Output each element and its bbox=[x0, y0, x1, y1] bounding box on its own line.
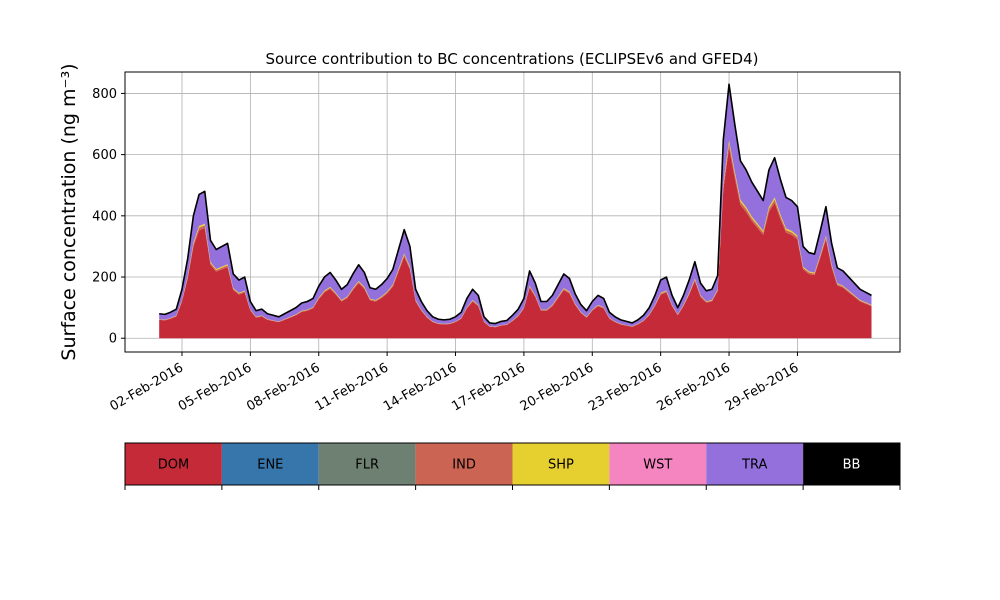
colorbar-label-wst: WST bbox=[643, 458, 672, 473]
colorbar-swatch-wst bbox=[609, 443, 707, 485]
x-tick-label: 29-Feb-2016 bbox=[723, 360, 802, 414]
y-tick-label: 600 bbox=[92, 148, 117, 163]
colorbar-label-bb: BB bbox=[843, 458, 861, 473]
x-tick-label: 23-Feb-2016 bbox=[586, 360, 665, 414]
y-axis: 0 200 400 600 800 bbox=[92, 87, 125, 347]
x-tick-label: 17-Feb-2016 bbox=[449, 360, 528, 414]
category-colorbar: DOM ENE FLR IND SHP WST TRA BB bbox=[124, 442, 901, 490]
y-tick-label: 200 bbox=[92, 271, 117, 286]
colorbar-swatch-bb bbox=[803, 443, 900, 485]
y-tick-label: 400 bbox=[92, 209, 117, 224]
colorbar-swatch-dom bbox=[125, 443, 222, 485]
x-axis: 02-Feb-201605-Feb-201608-Feb-201611-Feb-… bbox=[107, 352, 801, 414]
colorbar-swatch-shp bbox=[512, 443, 610, 485]
x-tick-label: 26-Feb-2016 bbox=[655, 360, 734, 414]
total-line bbox=[159, 83, 872, 325]
x-tick-label: 08-Feb-2016 bbox=[244, 360, 323, 414]
x-tick-label: 02-Feb-2016 bbox=[107, 360, 186, 414]
colorbar-swatch-ind bbox=[415, 443, 513, 485]
plot-frame bbox=[124, 71, 901, 353]
x-tick-label: 05-Feb-2016 bbox=[176, 360, 255, 414]
colorbar-swatch-ene bbox=[221, 443, 319, 485]
colorbar-label-flr: FLR bbox=[355, 458, 379, 473]
y-tick-label: 0 bbox=[109, 332, 117, 347]
colorbar-label-ene: ENE bbox=[257, 458, 283, 473]
x-tick-label: 20-Feb-2016 bbox=[518, 360, 597, 414]
area-dom bbox=[159, 147, 872, 339]
colorbar-label-shp: SHP bbox=[548, 458, 574, 473]
y-tick-label: 800 bbox=[92, 87, 117, 102]
stacked-areas bbox=[159, 84, 872, 339]
total-line-layer bbox=[159, 83, 872, 325]
colorbar-swatch-flr bbox=[318, 443, 416, 485]
x-tick-label: 11-Feb-2016 bbox=[313, 360, 392, 414]
colorbar-label-tra: TRA bbox=[741, 458, 767, 473]
colorbar-swatch-tra bbox=[706, 443, 804, 485]
colorbar-label-ind: IND bbox=[452, 458, 476, 473]
x-tick-label: 14-Feb-2016 bbox=[381, 360, 460, 414]
colorbar-label-dom: DOM bbox=[158, 458, 189, 473]
y-axis-label: Surface concentration (ng m⁻³) bbox=[58, 63, 80, 360]
chart-title: Source contribution to BC concentrations… bbox=[265, 50, 758, 68]
